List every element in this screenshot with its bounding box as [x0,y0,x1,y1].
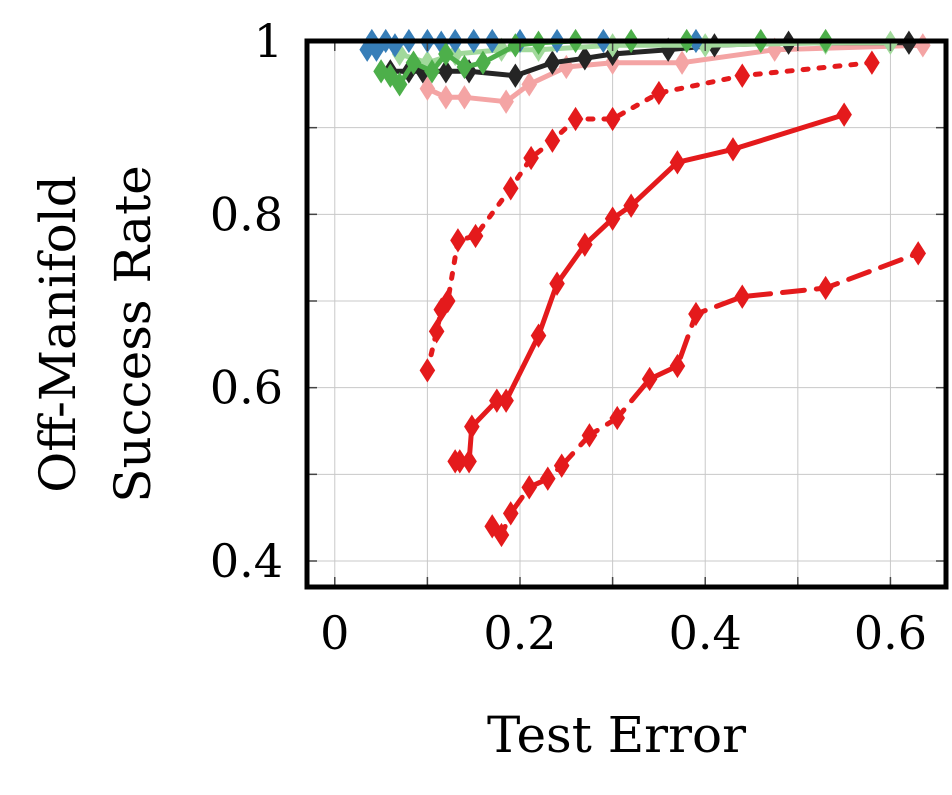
data-point [456,85,473,110]
x-tick-label: 0.6 [854,606,927,660]
data-point [530,323,547,348]
data-point [651,80,667,106]
data-point [428,319,445,344]
data-point [498,89,514,114]
series-line [452,112,847,464]
x-tick-label: 0 [320,606,349,660]
data-point [405,50,422,75]
y-tick-label: 0.8 [210,187,283,241]
data-point [734,284,751,309]
y-tick-labels: 0.4 0.6 0.8 1 [210,14,283,588]
data-point [604,106,621,132]
data-point [915,33,931,58]
data-point [373,59,389,84]
data-point [419,76,436,101]
data-point [523,145,539,171]
data-point [438,85,454,110]
data-point [669,353,686,379]
data-point [502,501,519,526]
data-point [424,59,440,84]
axis-ticks [307,40,946,587]
data-point [609,405,626,431]
data-point [817,275,834,301]
data-point [502,176,519,201]
data-point [493,522,510,548]
x-tick-label: 0.4 [669,606,742,660]
data-point [450,228,466,253]
data-point [439,288,456,314]
data-point [382,63,399,88]
data-point [669,150,686,175]
data-point [438,41,454,67]
y-axis-label-line-1: Off-Manifold [29,175,87,492]
series-1 [484,241,927,548]
data-point [604,206,621,231]
data-point [553,453,570,478]
data-point [507,63,524,88]
series-line [424,42,926,105]
series-line [424,60,875,373]
data-point [577,232,593,257]
y-tick-label: 1 [254,14,283,68]
grid-lines [307,40,946,587]
data-point [467,223,484,249]
data-point [456,54,473,80]
x-tick-labels: 0 0.2 0.4 0.6 [320,606,927,660]
series-3 [419,50,880,383]
data-point [544,50,561,75]
data-point [623,193,639,218]
data-point [539,466,556,491]
data-point [581,423,598,448]
data-point [910,241,927,266]
data-point [438,59,454,84]
data-point [498,388,514,413]
y-axis-label-line-2: Success Rate [104,165,162,503]
series-2 [447,102,852,474]
data-point [521,475,538,500]
series-layer [359,28,931,548]
plot-frame [304,38,949,590]
y-tick-label: 0.6 [210,361,283,415]
data-point [419,358,436,383]
y-tick-label: 0.4 [210,534,283,588]
data-point [641,366,658,392]
data-point [836,102,852,127]
data-point [734,63,751,88]
data-point [577,46,593,71]
x-tick-label: 0.2 [483,606,556,660]
data-point [688,301,704,327]
data-point [549,271,565,296]
x-axis-label: Test Error [487,706,746,764]
data-point [544,128,561,153]
data-point [674,50,690,75]
data-point [464,414,480,439]
data-point [567,106,584,132]
data-point [391,72,408,97]
data-point [521,72,538,97]
data-point [864,50,880,75]
data-point [475,50,491,75]
data-point [725,137,741,162]
data-point [461,449,477,474]
